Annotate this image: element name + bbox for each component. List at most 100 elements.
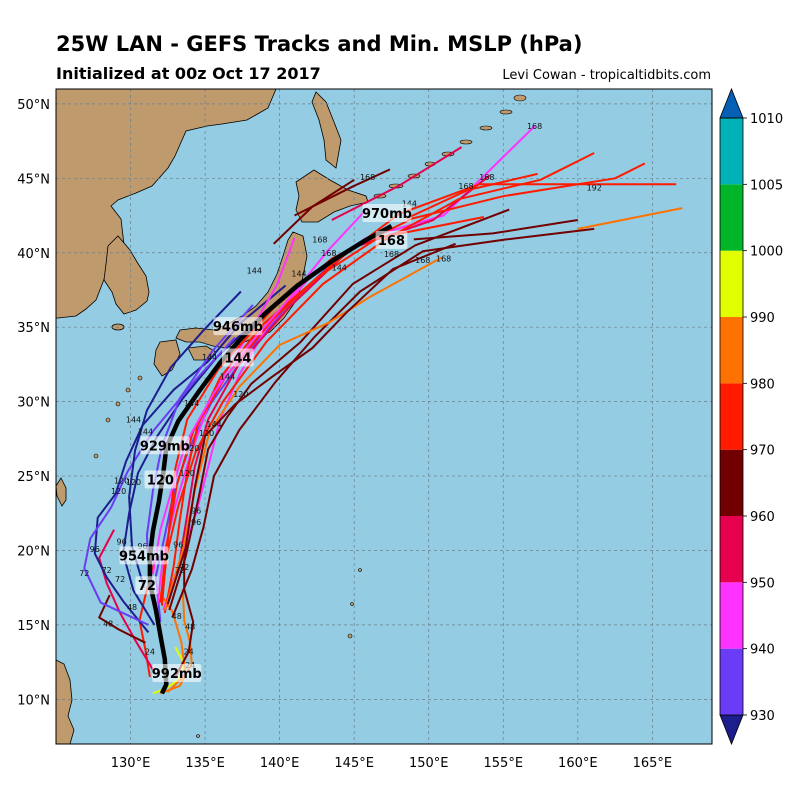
ensemble-track	[273, 178, 355, 245]
ensemble-track	[577, 207, 683, 230]
track-hour-label: 144	[247, 267, 262, 276]
track-hour-label: 120	[180, 469, 195, 478]
track-hour-label: 96	[173, 541, 183, 550]
track-hour-label: 48	[103, 619, 113, 628]
ensemble-tracks	[83, 125, 683, 695]
axis-labels: 130°E 135°E 140°E 145°E 150°E 155°E 160°E 165°E…	[17, 98, 672, 771]
ensemble-track	[174, 525, 195, 678]
mean-track-label: 970mb	[362, 207, 412, 222]
track-hour-label: 48	[172, 612, 182, 621]
mean-label-box	[213, 317, 263, 336]
mean-label-box	[362, 204, 412, 223]
lat-tick-label: 10°N	[17, 693, 50, 708]
lat-tick-label: 25°N	[17, 470, 50, 485]
ensemble-track	[166, 242, 456, 605]
track-hour-label: 168	[312, 235, 327, 244]
colorbar-label: 990	[750, 311, 775, 326]
colorbar-band	[720, 118, 743, 185]
track-hour-label: 192	[587, 183, 602, 192]
land-korea	[103, 235, 150, 315]
colorbar-label: 980	[750, 377, 775, 392]
lat-tick-label: 35°N	[17, 321, 50, 336]
colorbar-label: 1000	[750, 245, 783, 260]
track-hour-label: 72	[102, 566, 112, 575]
credit-text: Levi Cowan - tropicaltidbits.com	[502, 68, 711, 83]
colorbar-band	[720, 383, 743, 450]
mean-label-box	[144, 470, 177, 489]
mean-track-label: 954mb	[119, 549, 169, 564]
lon-tick-label: 155°E	[484, 756, 524, 771]
ensemble-track	[171, 227, 595, 618]
colorbar-label: 940	[750, 643, 775, 658]
track-hour-label: 144	[202, 353, 217, 362]
track-hour-label: 168	[384, 250, 399, 259]
colorbar-band	[720, 582, 743, 649]
ensemble-track	[159, 152, 595, 603]
colorbar-band	[720, 184, 743, 251]
mean-track-label: 120	[147, 474, 174, 489]
mean-label-box	[221, 348, 254, 367]
colorbar-label: 970	[750, 444, 775, 459]
ensemble-track	[159, 183, 677, 603]
track-hour-label: 144	[220, 372, 235, 381]
track-hour-label: 96	[191, 506, 201, 515]
mean-label-box	[375, 230, 408, 249]
ensemble-track	[151, 207, 369, 575]
land-taiwan	[56, 477, 67, 507]
track-hour-label: 168	[415, 256, 430, 265]
track-hour-label: 48	[127, 603, 137, 612]
colorbar-band	[720, 449, 743, 516]
colorbar-band	[720, 250, 743, 317]
mean-label-box	[119, 546, 169, 565]
track-hour-label: 120	[184, 444, 199, 453]
ensemble-track	[405, 172, 538, 220]
mean-track-label: 144	[224, 351, 251, 366]
lon-tick-label: 130°E	[111, 756, 151, 771]
land-small-islands	[93, 375, 362, 738]
mean-track-label: 992mb	[152, 667, 202, 682]
track-hour-label: 168	[458, 182, 473, 191]
lon-tick-label: 145°E	[334, 756, 374, 771]
track-hour-label: 168	[321, 249, 336, 258]
track-hour-label: 168	[436, 255, 451, 264]
ensemble-track	[98, 529, 154, 671]
mean-label-box	[140, 436, 190, 455]
track-hour-label: 120	[126, 478, 141, 487]
colorbar-extend-low	[719, 714, 744, 746]
mean-track-label: 72	[138, 579, 156, 594]
colorbar-band	[720, 648, 743, 715]
track-hour-label: 96	[191, 518, 201, 527]
colorbar-label: 930	[750, 709, 775, 724]
track-hour-label: 144	[184, 399, 199, 408]
colorbar-label: 1005	[750, 178, 783, 193]
track-hour-label: 120	[114, 477, 129, 486]
track-hour-label: 168	[479, 173, 494, 182]
lon-tick-label: 150°E	[409, 756, 449, 771]
land-sakhalin	[311, 91, 342, 169]
lat-tick-label: 15°N	[17, 619, 50, 634]
track-hour-label: 120	[199, 429, 214, 438]
colorbar-band	[720, 317, 743, 384]
lat-tick-label: 40°N	[17, 247, 50, 262]
ocean	[56, 89, 712, 744]
colorbar-band	[720, 516, 743, 583]
lat-tick-label: 45°N	[17, 172, 50, 187]
ensemble-track	[162, 125, 536, 611]
ensemble-track	[128, 290, 242, 588]
track-hour-label: 168	[527, 122, 542, 131]
track-hour-label: 168	[360, 173, 375, 182]
mean-track-label: 929mb	[140, 439, 190, 454]
mean-track-label: 946mb	[213, 320, 263, 335]
track-hour-label: 144	[206, 420, 221, 429]
lat-tick-label: 30°N	[17, 396, 50, 411]
lon-tick-label: 140°E	[260, 756, 300, 771]
colorbar-label: 960	[750, 510, 775, 525]
ensemble-track	[163, 256, 443, 611]
track-hour-label: 48	[185, 622, 195, 631]
ensemble-track	[160, 589, 193, 695]
mean-label-box	[152, 664, 202, 683]
chart-title: 25W LAN - GEFS Tracks and Min. MSLP (hPa…	[56, 32, 583, 56]
colorbar-extend-high	[719, 87, 744, 119]
colorbar-label: 1010	[750, 112, 783, 127]
